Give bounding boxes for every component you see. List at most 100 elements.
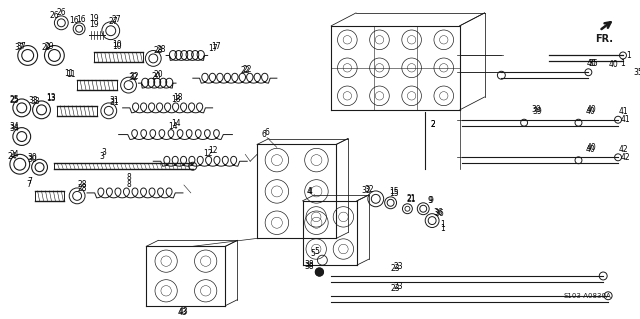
Text: 30: 30 — [28, 155, 38, 164]
Text: 10: 10 — [112, 40, 122, 49]
Text: 1: 1 — [621, 59, 625, 68]
Text: 42: 42 — [620, 153, 630, 162]
Circle shape — [316, 268, 323, 276]
Text: 1: 1 — [440, 224, 445, 233]
Text: 27: 27 — [112, 15, 122, 24]
Text: 36: 36 — [433, 208, 443, 217]
Text: 9: 9 — [429, 196, 433, 205]
Text: 27: 27 — [109, 17, 118, 26]
Text: 24: 24 — [7, 152, 17, 161]
Text: FR.: FR. — [595, 33, 613, 44]
Text: 19: 19 — [89, 20, 99, 29]
Text: 32: 32 — [129, 73, 138, 82]
Text: 43: 43 — [179, 307, 189, 316]
Text: 35: 35 — [633, 68, 640, 77]
Text: 32: 32 — [361, 186, 371, 196]
Text: 2: 2 — [431, 120, 435, 129]
Text: 40: 40 — [586, 107, 595, 116]
Text: 18: 18 — [172, 95, 180, 104]
Text: 19: 19 — [89, 14, 99, 23]
Text: 40: 40 — [586, 143, 596, 152]
Text: 9: 9 — [428, 196, 433, 205]
Text: 22: 22 — [241, 66, 250, 75]
Text: 13: 13 — [47, 93, 56, 102]
Text: 40: 40 — [586, 59, 596, 68]
Text: 13: 13 — [47, 94, 56, 103]
Text: 5: 5 — [310, 249, 315, 258]
Text: 15: 15 — [388, 188, 398, 197]
Text: 33: 33 — [29, 96, 38, 106]
Text: 37: 37 — [17, 42, 27, 51]
Text: 43: 43 — [178, 308, 188, 317]
Text: 39: 39 — [531, 105, 541, 114]
Text: 34: 34 — [9, 124, 19, 133]
Text: 38: 38 — [305, 260, 314, 269]
Text: 21: 21 — [406, 195, 416, 204]
Text: 39: 39 — [532, 107, 542, 116]
Text: 11: 11 — [67, 70, 76, 79]
Text: 17: 17 — [211, 42, 220, 51]
Text: 28: 28 — [77, 181, 87, 189]
Text: 40: 40 — [608, 60, 618, 69]
Text: 1: 1 — [627, 51, 631, 60]
Text: 30: 30 — [28, 153, 38, 162]
Text: 7: 7 — [26, 180, 31, 189]
Text: 4: 4 — [308, 188, 313, 197]
Text: 12: 12 — [208, 146, 218, 155]
Text: 31: 31 — [109, 99, 118, 108]
Text: 31: 31 — [109, 96, 118, 106]
Text: 36: 36 — [434, 209, 444, 218]
Text: 29: 29 — [45, 42, 54, 51]
Text: 40: 40 — [586, 145, 595, 154]
Text: 40: 40 — [586, 105, 596, 114]
Text: 23: 23 — [394, 282, 403, 291]
Text: 8: 8 — [126, 181, 131, 189]
Text: 10: 10 — [112, 42, 122, 51]
Text: 14: 14 — [168, 122, 178, 131]
Text: 11: 11 — [65, 69, 74, 78]
Text: 42: 42 — [618, 145, 628, 154]
Text: 3: 3 — [99, 152, 104, 161]
Text: 2: 2 — [431, 120, 435, 129]
Text: 28: 28 — [156, 45, 166, 54]
Text: 8: 8 — [126, 173, 131, 182]
Text: 3: 3 — [101, 148, 106, 157]
Text: 1: 1 — [440, 220, 445, 229]
Text: 29: 29 — [42, 43, 51, 52]
Text: 41: 41 — [620, 115, 630, 124]
Text: 20: 20 — [154, 70, 163, 79]
Text: 5: 5 — [314, 247, 319, 256]
Text: 34: 34 — [9, 122, 19, 131]
Text: 21: 21 — [406, 194, 416, 203]
Text: 26: 26 — [49, 11, 60, 20]
Text: 33: 33 — [31, 97, 40, 107]
Text: 37: 37 — [15, 43, 25, 52]
Text: 17: 17 — [208, 44, 218, 53]
Text: 22: 22 — [243, 65, 252, 74]
Text: 23: 23 — [394, 262, 403, 271]
Text: 4: 4 — [307, 188, 312, 197]
Text: 28: 28 — [77, 184, 87, 193]
Text: 32: 32 — [130, 72, 140, 81]
Text: 35: 35 — [588, 59, 598, 68]
Text: 6: 6 — [264, 128, 269, 137]
Text: S103-A0830A: S103-A0830A — [564, 293, 611, 299]
Text: 20: 20 — [152, 72, 161, 81]
Text: 25: 25 — [9, 96, 19, 106]
Text: 7: 7 — [28, 176, 32, 186]
Text: 24: 24 — [9, 150, 19, 159]
Text: 23: 23 — [391, 263, 401, 272]
Text: 23: 23 — [391, 284, 401, 293]
Text: 16: 16 — [69, 16, 79, 25]
Text: 14: 14 — [172, 119, 181, 128]
Text: 38: 38 — [305, 262, 314, 271]
Text: 15: 15 — [388, 189, 398, 198]
Text: 25: 25 — [9, 95, 19, 104]
Text: 32: 32 — [364, 185, 374, 195]
Text: 28: 28 — [154, 46, 163, 55]
Text: 41: 41 — [618, 107, 628, 116]
Text: 26: 26 — [56, 8, 66, 18]
Text: 12: 12 — [203, 149, 212, 158]
Text: 6: 6 — [262, 130, 266, 139]
Text: 16: 16 — [76, 15, 86, 24]
